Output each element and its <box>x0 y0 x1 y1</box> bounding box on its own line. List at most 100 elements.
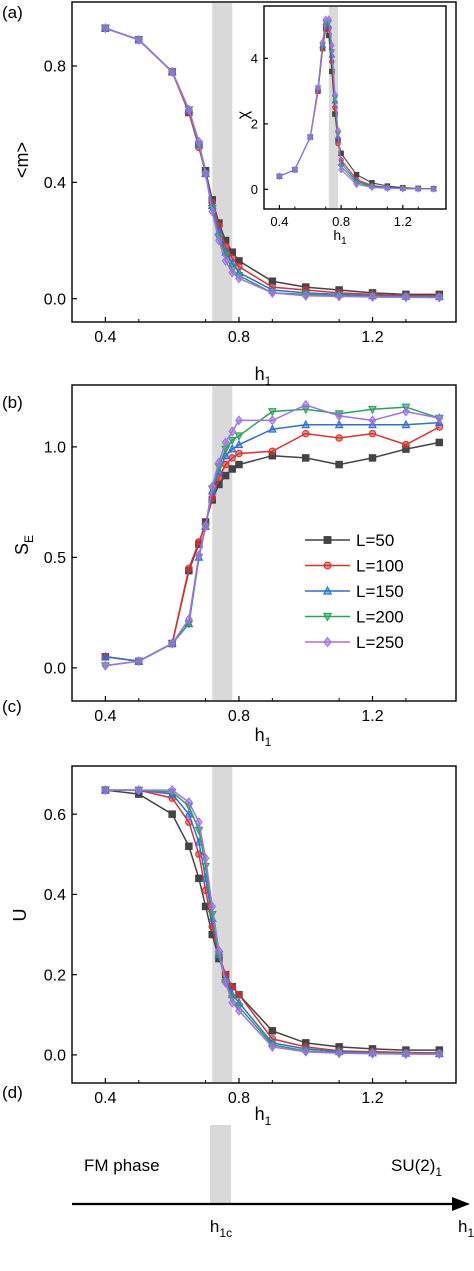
b-series-line-L50 <box>105 441 440 662</box>
panel-a-ylabel: <m> <box>12 142 32 178</box>
b-point-L250 <box>221 437 230 448</box>
a-inset-point-L250 <box>353 180 360 189</box>
c-point-L250 <box>215 945 223 956</box>
b-point-L200 <box>368 405 377 415</box>
fm-phase-label: FM phase <box>84 1156 160 1175</box>
b-xtick-label: 1.2 <box>361 708 383 725</box>
a-point-L250 <box>134 34 143 45</box>
b-point-L100 <box>368 429 377 438</box>
panel-a-label: (a) <box>2 3 23 22</box>
a-inset-point-L50 <box>353 171 360 178</box>
a-inset-point-L250 <box>319 38 326 46</box>
panel-b-label: (b) <box>2 393 23 412</box>
panel-b-plot: 0.4 0.8 1.2 0.0 0.5 1.0 <box>44 384 457 725</box>
a-frame <box>71 1 457 323</box>
c-critical-band <box>212 767 233 1082</box>
panel-b-xlabel: h1 <box>255 725 272 749</box>
a-inset-ytick-label: 4 <box>251 51 258 66</box>
legend-label: L=50 <box>356 531 394 550</box>
b-point-L150 <box>234 439 244 449</box>
b-point-L100 <box>402 440 410 449</box>
panel-c-label: (c) <box>2 697 22 716</box>
a-xtick-label: 0.4 <box>94 329 116 346</box>
a-point-L250 <box>168 66 177 77</box>
a-point-L250 <box>201 168 210 179</box>
b-point-L200 <box>267 408 277 417</box>
c-frame <box>71 765 457 1084</box>
b-critical-band <box>212 386 233 700</box>
phase-axis-arrowhead <box>452 1197 470 1211</box>
b-point-L150 <box>301 419 311 429</box>
c-ytick-label: 0.6 <box>44 807 66 824</box>
c-series-line-L250 <box>105 789 440 1055</box>
a-xtick-label: 0.8 <box>228 329 250 346</box>
c-point-L50 <box>195 874 203 883</box>
inset-xlabel: h1 <box>333 227 347 247</box>
b-point-L100 <box>301 429 310 438</box>
c-ytick-label: 0.4 <box>44 887 66 904</box>
b-point-L150 <box>100 651 110 661</box>
legend-label: L=200 <box>356 608 404 627</box>
a-inset-point-L250 <box>291 165 298 174</box>
b-point-L150 <box>401 419 411 429</box>
panel-c-xlabel: h1 <box>255 1104 272 1128</box>
b-point-L50 <box>335 460 343 469</box>
panel-c-plot: 0.4 0.8 1.2 0.0 0.2 0.4 0.6 <box>44 765 457 1107</box>
c-ytick-label: 0.0 <box>44 1048 66 1065</box>
a-inset-xtick-label: 0.8 <box>332 214 350 229</box>
a-inset-point-L250 <box>315 84 321 92</box>
a-inset-point-L250 <box>399 184 406 193</box>
a-ytick-label: 0.0 <box>44 291 66 308</box>
c-xtick-label: 0.4 <box>94 1090 116 1107</box>
panel-d-label: (d) <box>2 1083 23 1102</box>
b-point-L50 <box>235 460 243 469</box>
c-point-L250 <box>435 1049 444 1060</box>
c-series-line-L50 <box>105 789 440 1051</box>
b-point-L150 <box>267 424 277 433</box>
a-inset-point-L250 <box>415 185 422 193</box>
a-point-L250 <box>402 292 410 303</box>
legend-marker <box>322 612 333 622</box>
a-inset-point-L50 <box>338 150 344 157</box>
b-point-L50 <box>301 454 310 462</box>
a-inset-ytick-label: 2 <box>251 116 258 131</box>
a-inset-ytick-label: 0 <box>251 182 258 197</box>
a-inset-point-L250 <box>325 15 332 23</box>
b-point-L250 <box>235 415 243 426</box>
c-series-line-L150 <box>105 789 440 1055</box>
c-point-L250 <box>168 785 177 796</box>
b-point-L250 <box>368 415 377 426</box>
a-inset-point-L250 <box>384 184 391 193</box>
c-point-L250 <box>208 901 217 912</box>
b-point-L150 <box>227 444 237 453</box>
c-point-L250 <box>134 785 143 796</box>
a-point-L250 <box>435 292 444 303</box>
a-inset-point-L250 <box>307 133 314 141</box>
a-point-L250 <box>208 206 217 217</box>
critical-point-label: h1c <box>210 1217 232 1240</box>
b-point-L250 <box>184 614 193 625</box>
a-inset-xtick-label: 0.4 <box>270 214 288 229</box>
legend-label: L=250 <box>356 633 404 652</box>
phase-axis-label: h1 <box>458 1217 474 1240</box>
a-point-L250 <box>368 291 377 303</box>
b-ytick-label: 1.0 <box>44 439 66 456</box>
c-point-L150 <box>184 809 194 818</box>
a-point-L250 <box>301 290 310 301</box>
b-point-L200 <box>234 432 244 441</box>
b-point-L250 <box>301 399 310 410</box>
a-inset-point-L250 <box>328 41 335 50</box>
legend-marker <box>323 636 332 648</box>
b-point-L50 <box>228 465 237 473</box>
c-point-L250 <box>194 817 203 828</box>
panel-a-inset-plot: 0.4 0.8 1.2 0 2 4 <box>251 5 447 229</box>
c-point-L250 <box>335 1048 344 1059</box>
legend-marker <box>323 536 332 544</box>
a-inset-frame <box>263 5 447 210</box>
b-point-L100 <box>235 449 243 458</box>
c-point-L250 <box>402 1049 410 1060</box>
b-point-L250 <box>134 656 143 667</box>
b-point-L250 <box>168 638 177 649</box>
a-xtick-label: 1.2 <box>361 329 383 346</box>
a-point-L250 <box>194 136 203 147</box>
